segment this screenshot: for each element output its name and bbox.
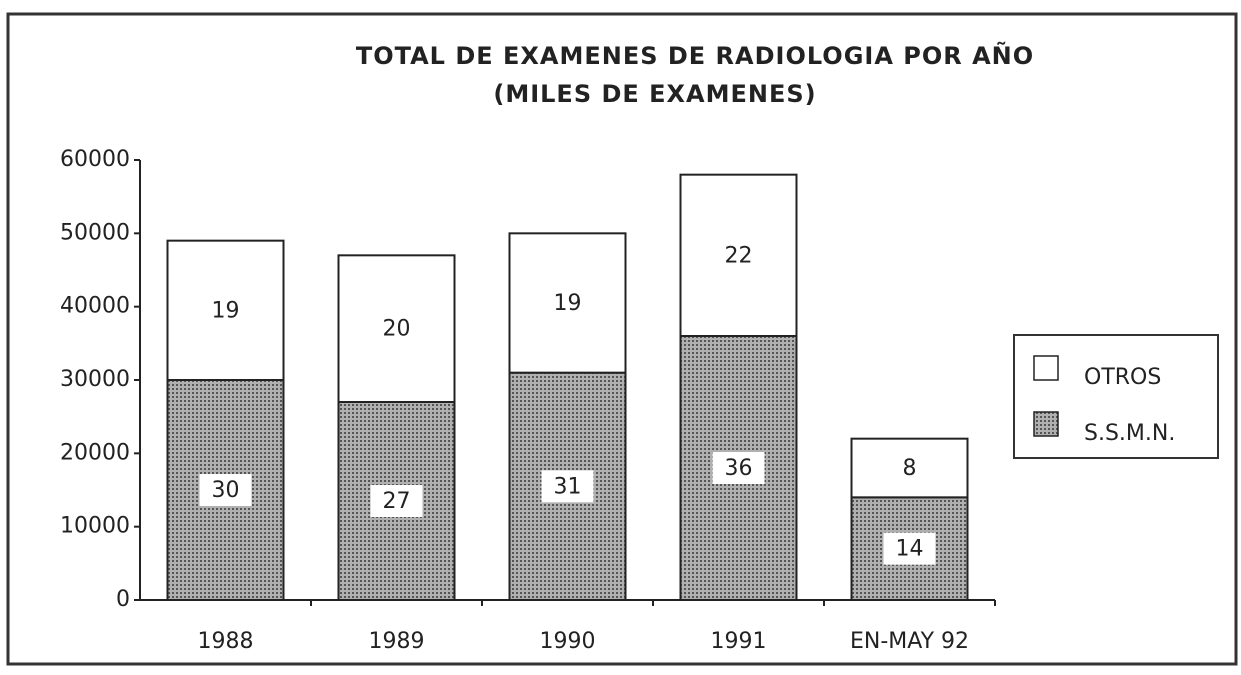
bar-segment (679, 173, 798, 337)
x-tick-label: 1988 (198, 629, 254, 654)
bar-segment (850, 437, 969, 499)
data-label: 30 (212, 478, 240, 503)
data-label: 8 (903, 456, 917, 481)
data-label: 19 (554, 291, 582, 316)
y-tick-label: 20000 (60, 440, 130, 465)
legend-swatch (1033, 355, 1059, 381)
data-label: 19 (212, 298, 240, 323)
data-label: 36 (725, 456, 753, 481)
y-tick-label: 0 (116, 587, 130, 612)
legend (1013, 334, 1219, 459)
y-tick-label: 60000 (60, 147, 130, 172)
legend-swatch (1033, 411, 1059, 437)
label-box (370, 485, 423, 517)
frame (6, 12, 1238, 666)
x-tick-label: 1989 (369, 629, 425, 654)
data-label: 20 (383, 317, 411, 342)
data-label: 31 (554, 474, 582, 499)
legend-label: S.S.M.N. (1084, 421, 1175, 446)
bar-segment (166, 239, 285, 381)
y-tick-label: 10000 (60, 514, 130, 539)
y-tick-label: 40000 (60, 294, 130, 319)
x-tick-label: 1990 (540, 629, 596, 654)
y-tick-label: 30000 (60, 367, 130, 392)
data-label: 14 (896, 537, 924, 562)
chart-subtitle: (MILES DE EXAMENES) (493, 80, 816, 108)
y-tick-label: 50000 (60, 220, 130, 245)
chart-title: TOTAL DE EXAMENES DE RADIOLOGIA POR AÑO (356, 41, 1034, 70)
legend-label: OTROS (1084, 365, 1161, 390)
x-tick-label: EN-MAY 92 (850, 629, 969, 654)
label-box (199, 474, 252, 506)
label-box (712, 452, 765, 484)
data-label: 27 (383, 489, 411, 514)
data-label: 22 (725, 243, 753, 268)
label-box (883, 532, 936, 565)
bar-segment (337, 254, 456, 403)
label-box (541, 470, 594, 503)
bar-segment (508, 232, 627, 374)
x-tick-label: 1991 (711, 629, 767, 654)
